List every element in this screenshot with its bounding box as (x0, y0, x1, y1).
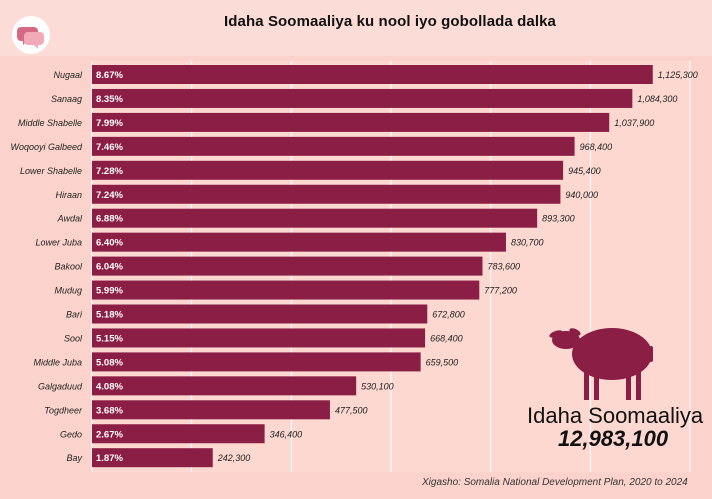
percent-label: 1.87% (96, 453, 123, 464)
bar (92, 88, 633, 108)
sheep-icon (549, 328, 653, 400)
percent-label: 2.67% (96, 429, 123, 440)
category-label: Sanaag (51, 94, 82, 104)
percent-label: 7.99% (96, 118, 123, 129)
bar (92, 400, 330, 420)
bar (92, 136, 575, 156)
chat-bubbles-logo-icon (12, 16, 50, 54)
total-label: Idaha Soomaaliya (527, 403, 704, 428)
bar (92, 328, 426, 348)
category-label: Mudug (54, 286, 82, 296)
percent-label: 6.04% (96, 262, 123, 273)
value-label: 940,000 (565, 190, 598, 200)
percent-label: 7.46% (96, 142, 123, 153)
bar (92, 160, 564, 180)
category-label: Sool (64, 333, 83, 343)
category-label: Bari (66, 310, 83, 320)
source-note: Xigasho: Somalia National Development Pl… (422, 477, 688, 488)
category-label: Lower Juba (35, 238, 82, 248)
category-label: Hiraan (55, 190, 82, 200)
percent-label: 8.67% (96, 70, 123, 81)
category-label: Lower Shabelle (20, 166, 82, 176)
percent-label: 3.68% (96, 405, 123, 416)
bar (92, 304, 428, 324)
category-label: Middle Juba (33, 357, 82, 367)
percent-label: 5.99% (96, 286, 123, 297)
category-label: Middle Shabelle (18, 118, 82, 128)
value-label: 477,500 (335, 405, 368, 415)
bar (92, 256, 483, 276)
value-label: 783,600 (487, 262, 520, 272)
bar (92, 376, 357, 396)
percent-label: 8.35% (96, 94, 123, 105)
chart-title: Idaha Soomaaliya ku nool iyo gobollada d… (224, 13, 556, 30)
percent-label: 5.15% (96, 333, 123, 344)
category-label: Bakool (54, 262, 83, 272)
category-label: Gedo (60, 429, 82, 439)
percent-label: 4.08% (96, 381, 123, 392)
bar (92, 65, 653, 84)
value-label: 830,700 (511, 238, 544, 248)
value-label: 668,400 (430, 333, 463, 343)
bar (92, 280, 480, 300)
category-label: Bay (66, 453, 82, 463)
category-label: Galgaduud (38, 381, 83, 391)
bar (92, 448, 213, 468)
value-label: 1,037,900 (614, 118, 654, 128)
value-label: 968,400 (580, 142, 613, 152)
bar (92, 112, 610, 132)
value-label: 1,125,300 (658, 70, 698, 80)
value-label: 1,084,300 (637, 94, 677, 104)
category-label: Togdheer (44, 405, 83, 415)
bar (92, 184, 561, 204)
category-label: Nugaal (53, 70, 83, 80)
value-label: 530,100 (361, 381, 394, 391)
percent-label: 6.40% (96, 238, 123, 249)
percent-label: 5.08% (96, 357, 123, 368)
bar (92, 232, 506, 252)
category-label: Woqooyi Galbeed (10, 142, 83, 152)
title-band (0, 0, 712, 56)
bar (92, 208, 538, 228)
value-label: 659,500 (426, 357, 459, 367)
value-label: 777,200 (484, 286, 517, 296)
value-label: 242,300 (217, 453, 251, 463)
value-label: 672,800 (432, 310, 465, 320)
percent-label: 7.28% (96, 166, 123, 177)
value-label: 893,300 (542, 214, 575, 224)
total-value: 12,983,100 (558, 426, 669, 451)
category-label: Awdal (57, 214, 83, 224)
percent-label: 6.88% (96, 214, 123, 225)
bar (92, 352, 421, 372)
bar (92, 424, 265, 444)
value-label: 346,400 (270, 429, 303, 439)
percent-label: 7.24% (96, 190, 123, 201)
percent-label: 5.18% (96, 310, 123, 321)
value-label: 945,400 (568, 166, 601, 176)
